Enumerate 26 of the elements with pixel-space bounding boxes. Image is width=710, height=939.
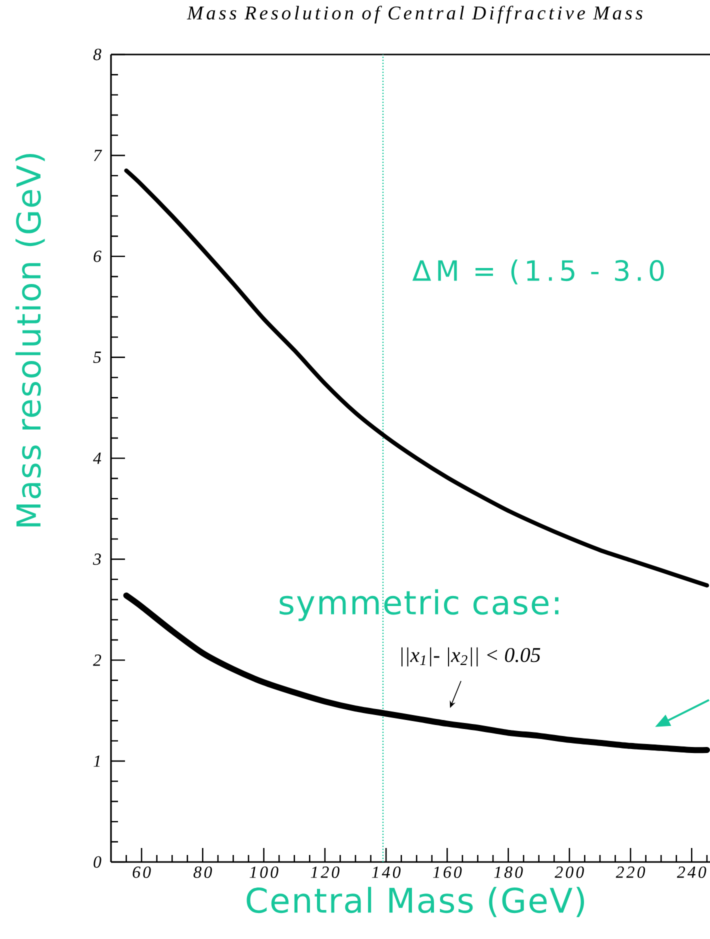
x-tick-label: 240 — [676, 866, 706, 878]
x-tick-label: 140 — [372, 866, 401, 878]
x-tick-label: 100 — [250, 866, 278, 878]
y-tick-label: 2 — [93, 654, 102, 666]
x-axis-title: Central Mass (GeV) — [246, 886, 584, 918]
y-tick-label: 1 — [94, 755, 100, 767]
x-tick-label: 160 — [433, 866, 462, 878]
y-axis-title: Mass resolution (GeV) — [15, 154, 45, 526]
x-tick-label: 180 — [494, 866, 523, 878]
x-tick-label: 80 — [194, 866, 212, 878]
y-tick-label: 8 — [93, 48, 102, 60]
annotation: ||x$_{1}$|- |x$_{2}$|| < 0.05 — [401, 647, 540, 666]
y-tick-label: 4 — [93, 452, 102, 464]
y-tick-label: 3 — [92, 553, 101, 565]
x-tick-label: 120 — [310, 866, 340, 878]
chart-title: Mass Resolution of Central Diffractive Mass — [186, 6, 642, 24]
line-series — [124, 168, 710, 588]
y-tick-label: 5 — [93, 352, 101, 363]
x-tick-label: 200 — [554, 866, 584, 878]
y-tick-label: 6 — [94, 250, 102, 262]
y-tick-label: 0 — [94, 856, 102, 868]
y-tick-label: 7 — [94, 150, 102, 161]
annotation: symmetric case: — [280, 589, 558, 622]
x-tick-label: 220 — [616, 866, 646, 878]
annotation: ΔM = (1.5 - 3.0 — [412, 260, 664, 284]
x-tick-label: 60 — [132, 866, 151, 878]
